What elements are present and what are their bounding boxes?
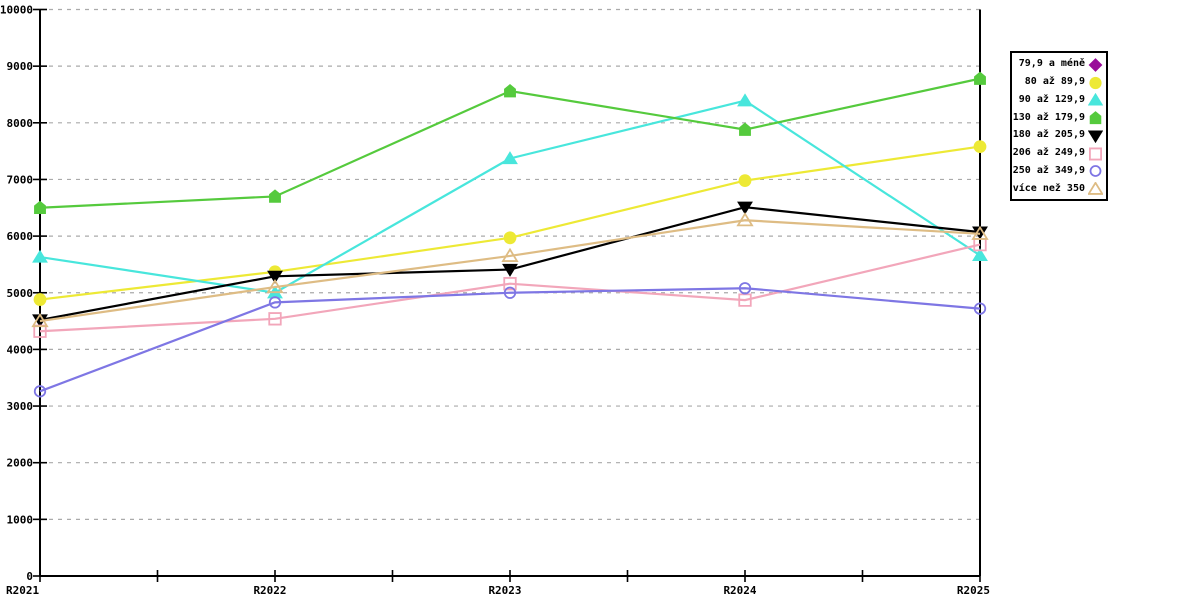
svg-text:6000: 6000 (7, 230, 34, 243)
legend-item: 250 až 349,9 (1012, 162, 1103, 179)
svg-text:R2025: R2025 (957, 584, 990, 597)
legend-item: více než 350 (1012, 180, 1104, 197)
series-triangle (31, 212, 989, 328)
legend-label: 250 až 349,9 (1012, 164, 1085, 176)
triangle-outline-icon (1087, 181, 1104, 195)
svg-text:0: 0 (26, 570, 33, 583)
series-home (34, 71, 986, 215)
svg-text:R2023: R2023 (488, 584, 521, 597)
pentagon-icon (1088, 110, 1103, 125)
svg-text:4000: 4000 (7, 343, 34, 356)
svg-text:R2021: R2021 (6, 584, 39, 597)
legend-label: 80 až 89,9 (1024, 76, 1085, 88)
y-axis-labels: 0 1000 2000 3000 4000 5000 6000 7000 8000 9000 100… (0, 4, 33, 584)
triangle-down-icon (1087, 128, 1104, 144)
svg-text:1000: 1000 (7, 513, 34, 526)
diamond-icon (1088, 57, 1103, 72)
legend-label: 90 až 129,9 (1018, 93, 1085, 105)
svg-text:5000: 5000 (7, 287, 34, 300)
svg-text:R2022: R2022 (253, 584, 286, 597)
legend-item: 180 až 205,9 (1012, 126, 1104, 144)
svg-text:7000: 7000 (7, 173, 34, 186)
svg-text:2000: 2000 (7, 457, 34, 470)
series-triangle (32, 93, 988, 299)
legend-box: 79,9 a méně 80 až 89,9 90 až 129,9 130 a… (1010, 51, 1108, 201)
svg-text:9000: 9000 (7, 60, 34, 73)
x-axis-labels: R2021 R2022 R2023 R2024 R2025 (6, 584, 990, 597)
svg-text:3000: 3000 (7, 400, 34, 413)
legend-item: 206 až 249,9 (1012, 144, 1103, 161)
legend-item: 130 až 179,9 (1012, 109, 1103, 126)
legend-item: 79,9 a méně (1014, 55, 1103, 72)
svg-text:8000: 8000 (7, 117, 34, 130)
svg-text:R2024: R2024 (723, 584, 756, 597)
legend-label: 180 až 205,9 (1012, 129, 1085, 141)
triangle-up-icon (1087, 92, 1104, 106)
legend-label: 130 až 179,9 (1012, 111, 1085, 123)
legend-label: 79,9 a méně (1018, 58, 1085, 70)
square-outline-icon (1088, 146, 1103, 161)
series-invtriangle (32, 201, 988, 328)
circle-outline-icon (1088, 163, 1103, 178)
legend-label: více než 350 (1012, 182, 1085, 194)
circle-icon (1088, 75, 1103, 89)
legend-item: 80 až 89,9 (1014, 73, 1103, 90)
series-circle (33, 282, 987, 398)
series-lines (31, 71, 989, 398)
svg-text:10000: 10000 (0, 4, 33, 17)
legend-item: 90 až 129,9 (1014, 91, 1104, 108)
legend-label: 206 až 249,9 (1012, 147, 1085, 159)
axis-ticks (33, 8, 981, 582)
